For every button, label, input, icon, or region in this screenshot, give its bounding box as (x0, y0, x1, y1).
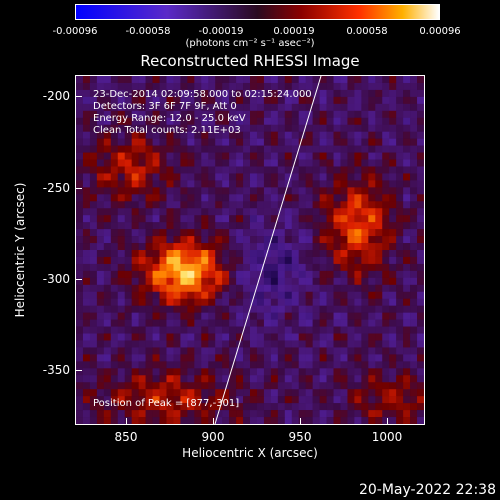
time-range-label: 23-Dec-2014 02:09:58.000 to 02:15:24.000 (93, 89, 312, 100)
y-tick-mark (76, 279, 82, 280)
limb-line (214, 76, 322, 424)
y-tick-mark (76, 188, 82, 189)
x-tick-label: 900 (201, 430, 225, 444)
y-axis-title: Heliocentric Y (arcsec) (13, 182, 27, 318)
plot-title: Reconstructed RHESSI Image (140, 52, 360, 70)
colorbar-tick-label: 0.00058 (346, 26, 388, 37)
footer-date: 20-May-2022 22:38 (358, 482, 496, 498)
colorbar-tick-label: -0.00096 (52, 26, 98, 37)
y-tick-label: -300 (42, 272, 70, 286)
colorbar-tick-label: 0.00019 (273, 26, 315, 37)
image-plot-area (75, 75, 425, 425)
x-tick-mark (213, 418, 214, 424)
colorbar-tick-label: 0.00096 (419, 26, 461, 37)
reconstructed-image (76, 76, 424, 424)
x-tick-label: 850 (114, 430, 138, 444)
y-tick-label: -350 (42, 363, 70, 377)
x-axis-title: Heliocentric X (arcsec) (182, 446, 318, 460)
x-tick-mark (387, 418, 388, 424)
x-tick-label: 1000 (371, 430, 403, 444)
method-counts-label: Clean Total counts: 2.11E+03 (93, 125, 241, 136)
detectors-label: Detectors: 3F 6F 7F 9F, Att 0 (93, 101, 237, 112)
y-tick-label: -250 (42, 181, 70, 195)
x-tick-mark (300, 418, 301, 424)
y-tick-mark (76, 96, 82, 97)
colorbar-units-label: (photons cm⁻² s⁻¹ asec⁻²) (185, 38, 315, 49)
colorbar (75, 4, 440, 20)
colorbar-tick-label: -0.00058 (125, 26, 171, 37)
x-tick-label: 950 (288, 430, 312, 444)
y-tick-mark (76, 370, 82, 371)
peak-position-label: Position of Peak = [877,-301] (93, 398, 240, 409)
colorbar-tick-label: -0.00019 (198, 26, 244, 37)
x-tick-mark (126, 418, 127, 424)
energy-range-label: Energy Range: 12.0 - 25.0 keV (93, 113, 246, 124)
y-tick-label: -200 (42, 89, 70, 103)
